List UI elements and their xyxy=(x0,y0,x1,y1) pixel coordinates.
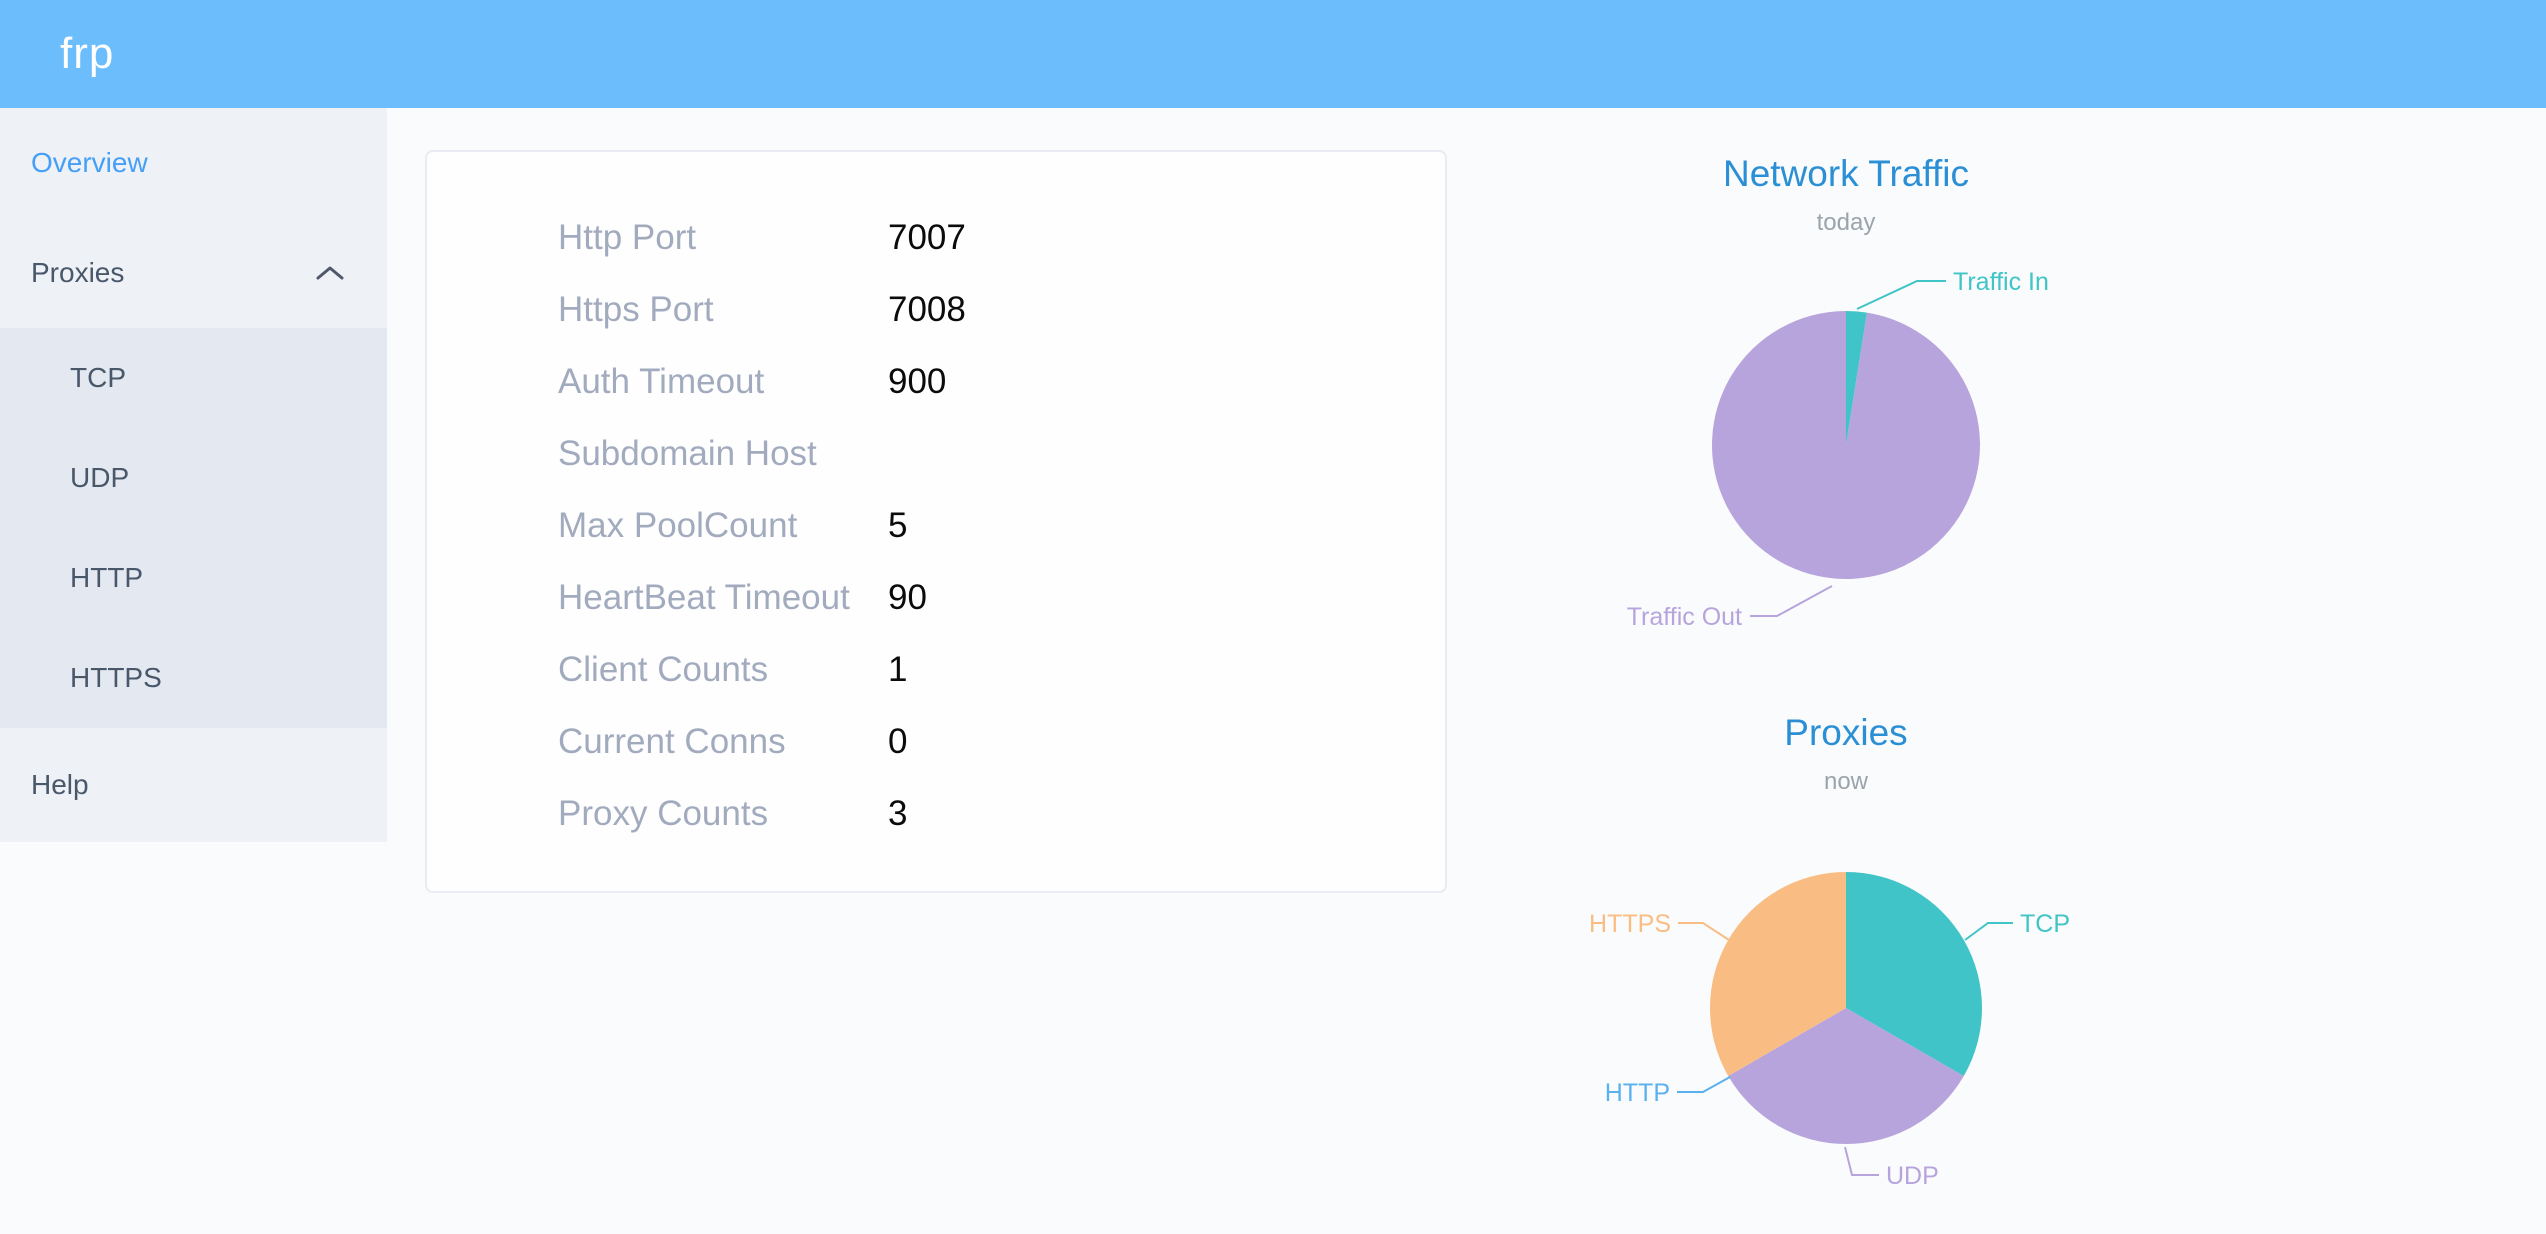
config-row-label: Max PoolCount xyxy=(558,506,798,545)
sidebar-item-proxies[interactable]: Proxies xyxy=(0,218,387,328)
pie-label-line-udp xyxy=(1844,1146,1879,1176)
config-row-label: Https Port xyxy=(558,290,714,329)
sidebar-item-udp-label: UDP xyxy=(70,462,130,493)
config-row-label: Auth Timeout xyxy=(558,362,765,401)
server-config-card: Http Port 7007 Https Port 7008 Auth Timeout 9… xyxy=(425,150,1447,893)
config-row: Max PoolCount 5 xyxy=(427,490,1445,562)
pie-slice-https xyxy=(1709,872,1846,1076)
sidebar-item-help-label: Help xyxy=(31,769,89,800)
config-row: Http Port 7007 xyxy=(427,202,1445,274)
config-row-value: 90 xyxy=(888,578,927,617)
config-row: Proxy Counts 3 xyxy=(427,778,1445,850)
config-row-value: 3 xyxy=(888,794,908,833)
pie-label-line-tcp xyxy=(1964,922,2013,941)
config-row-label: Current Conns xyxy=(558,722,786,761)
pie-slice-udp xyxy=(1728,1008,1964,1145)
config-row-value: 1 xyxy=(888,650,908,689)
config-row-value: 5 xyxy=(888,506,908,545)
config-row-value: 900 xyxy=(888,362,947,401)
proxies-chart-subtitle: now xyxy=(1823,768,1869,795)
pie-slice-traffic-in xyxy=(1846,311,1867,445)
config-row-label: Proxy Counts xyxy=(558,794,769,833)
config-row: Subdomain Host xyxy=(427,418,1445,490)
sidebar-item-udp[interactable]: UDP xyxy=(0,428,387,528)
sidebar-item-https-label: HTTPS xyxy=(70,662,162,693)
config-row-label: HeartBeat Timeout xyxy=(558,578,850,617)
config-row: Https Port 7008 xyxy=(427,274,1445,346)
server-config-rows: Http Port 7007 Https Port 7008 Auth Timeout 9… xyxy=(427,202,1445,850)
sidebar-item-http[interactable]: HTTP xyxy=(0,528,387,628)
pie-slice-traffic-out xyxy=(1711,311,1980,579)
config-row-value: 0 xyxy=(888,722,908,761)
network-traffic-subtitle: today xyxy=(1816,209,1876,236)
pie-label-https: HTTPS xyxy=(1589,910,1671,938)
pie-label-traffic-in: Traffic In xyxy=(1953,268,2049,296)
pie-slice-tcp xyxy=(1846,872,1983,1076)
sidebar-item-help[interactable]: Help xyxy=(0,728,387,842)
proxies-pie-chart: TCP UDP HTTP HTTPS xyxy=(1589,872,2070,1190)
pie-label-line-https xyxy=(1678,922,1730,941)
pie-label-udp: UDP xyxy=(1886,1162,1939,1190)
config-row: Auth Timeout 900 xyxy=(427,346,1445,418)
config-row: HeartBeat Timeout 90 xyxy=(427,562,1445,634)
config-row-label: Http Port xyxy=(558,218,697,257)
chevron-up-icon xyxy=(315,263,345,283)
pie-label-tcp: TCP xyxy=(2020,910,2070,938)
sidebar-item-tcp-label: TCP xyxy=(70,362,126,393)
proxies-chart-title: Proxies xyxy=(1784,712,1908,753)
sidebar-item-overview-label: Overview xyxy=(31,147,148,178)
app-header: frp xyxy=(0,0,2546,108)
config-row-value: 7008 xyxy=(888,290,966,329)
config-row-value: 7007 xyxy=(888,218,966,257)
network-traffic-title: Network Traffic xyxy=(1722,153,1970,194)
pie-label-line-traffic-in xyxy=(1856,280,1946,310)
config-row-label: Client Counts xyxy=(558,650,769,689)
sidebar-item-overview[interactable]: Overview xyxy=(0,108,387,218)
proxies-submenu: TCP UDP HTTP HTTPS xyxy=(0,328,387,728)
pie-label-traffic-out: Traffic Out xyxy=(1627,603,1742,631)
config-row: Client Counts 1 xyxy=(427,634,1445,706)
sidebar-item-http-label: HTTP xyxy=(70,562,144,593)
pie-label-line-traffic-out xyxy=(1750,585,1833,617)
sidebar-item-tcp[interactable]: TCP xyxy=(0,328,387,428)
config-row: Current Conns 0 xyxy=(427,706,1445,778)
pie-label-line-http xyxy=(1677,1076,1731,1093)
network-traffic-pie-chart: Traffic In Traffic Out xyxy=(1627,268,2049,631)
sidebar-item-proxies-label: Proxies xyxy=(31,257,125,288)
frp-logo: frp xyxy=(60,29,115,78)
pie-label-http: HTTP xyxy=(1605,1079,1670,1107)
sidebar-menu: Overview Proxies TCP UDP HTTP HTTPS Help xyxy=(0,108,387,842)
sidebar-item-https[interactable]: HTTPS xyxy=(0,628,387,728)
config-row-label: Subdomain Host xyxy=(558,434,817,473)
